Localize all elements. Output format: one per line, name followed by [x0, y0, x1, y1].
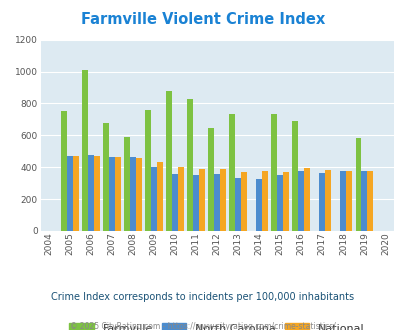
- Bar: [88, 155, 94, 231]
- Legend: Farmville, North Carolina, National: Farmville, North Carolina, National: [69, 323, 364, 330]
- Bar: [82, 70, 88, 231]
- Bar: [130, 157, 136, 231]
- Bar: [151, 167, 157, 231]
- Bar: [345, 171, 351, 231]
- Bar: [355, 139, 360, 231]
- Bar: [277, 176, 283, 231]
- Text: Farmville Violent Crime Index: Farmville Violent Crime Index: [81, 12, 324, 26]
- Text: Crime Index corresponds to incidents per 100,000 inhabitants: Crime Index corresponds to incidents per…: [51, 292, 354, 302]
- Bar: [157, 162, 162, 231]
- Bar: [292, 121, 298, 231]
- Bar: [271, 114, 277, 231]
- Bar: [115, 157, 121, 231]
- Bar: [187, 99, 193, 231]
- Bar: [198, 169, 205, 231]
- Bar: [172, 174, 178, 231]
- Bar: [229, 114, 235, 231]
- Bar: [73, 156, 79, 231]
- Bar: [124, 137, 130, 231]
- Text: © 2025 CityRating.com - https://www.cityrating.com/crime-statistics/: © 2025 CityRating.com - https://www.city…: [70, 322, 335, 330]
- Bar: [235, 178, 241, 231]
- Bar: [136, 158, 142, 231]
- Bar: [298, 171, 303, 231]
- Bar: [166, 91, 172, 231]
- Bar: [67, 156, 73, 231]
- Bar: [178, 167, 183, 231]
- Bar: [303, 168, 309, 231]
- Bar: [256, 179, 262, 231]
- Bar: [94, 156, 100, 231]
- Bar: [367, 171, 372, 231]
- Bar: [61, 112, 67, 231]
- Bar: [324, 170, 330, 231]
- Bar: [214, 174, 220, 231]
- Bar: [103, 122, 109, 231]
- Bar: [220, 169, 226, 231]
- Bar: [241, 172, 247, 231]
- Bar: [283, 172, 288, 231]
- Bar: [145, 110, 151, 231]
- Bar: [339, 171, 345, 231]
- Bar: [319, 173, 324, 231]
- Bar: [208, 128, 214, 231]
- Bar: [360, 171, 367, 231]
- Bar: [109, 157, 115, 231]
- Bar: [193, 176, 198, 231]
- Bar: [262, 171, 267, 231]
